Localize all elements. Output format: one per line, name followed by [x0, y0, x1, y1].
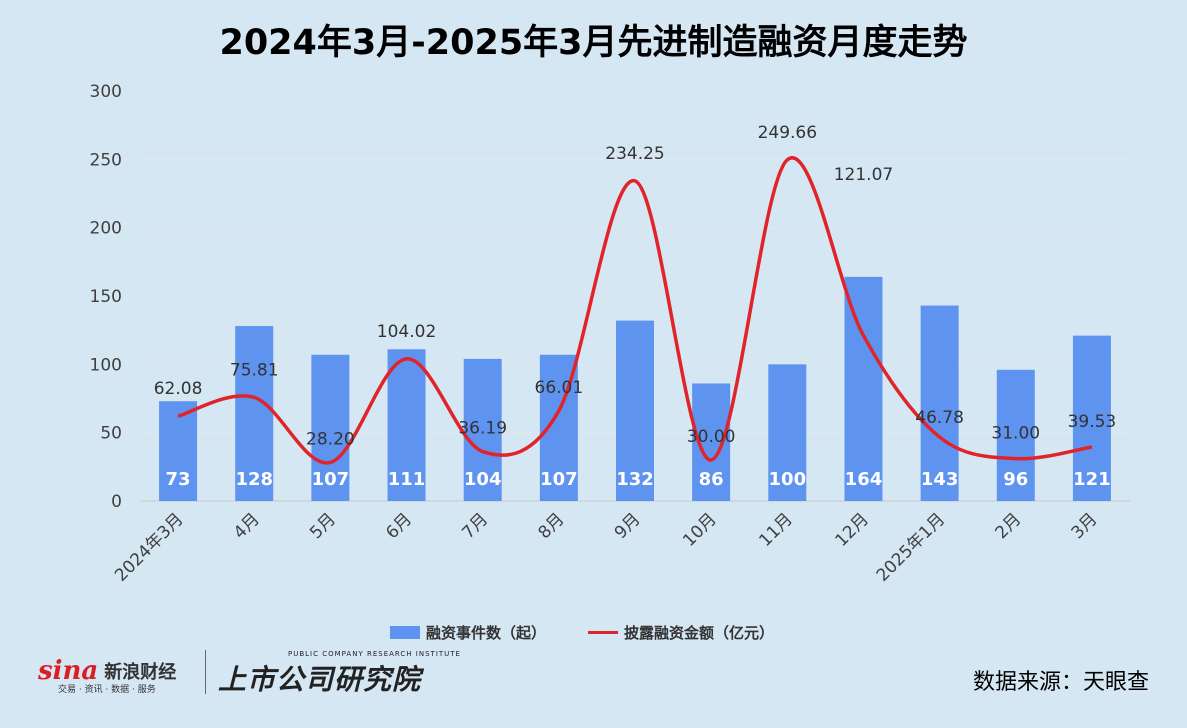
bar-value-label: 100: [769, 469, 807, 490]
line-value-label: 28.20: [306, 429, 355, 449]
line-value-label: 62.08: [154, 379, 203, 399]
bar-value-label: 132: [616, 469, 654, 490]
line-series: [177, 156, 1093, 465]
line-value-label: 121.07: [834, 165, 893, 185]
bar-series: [159, 276, 1111, 501]
research-institute-logo: PUBLIC COMPANY RESEARCH INSTITUTE 上市公司研究…: [218, 650, 461, 698]
x-tick-label: 2024年3月: [111, 509, 187, 585]
bar[interactable]: [311, 354, 350, 501]
y-tick-label: 100: [90, 355, 122, 375]
legend-line-label: 披露融资金额（亿元）: [624, 624, 775, 642]
bar-value-label: 111: [388, 469, 426, 490]
bar[interactable]: [1072, 335, 1111, 501]
y-tick-label: 250: [90, 150, 122, 170]
sina-name: 新浪财经: [104, 662, 177, 683]
amount-line[interactable]: [177, 156, 1093, 465]
bar[interactable]: [463, 358, 502, 501]
y-tick-label: 200: [90, 219, 122, 239]
line-value-label: 75.81: [230, 360, 279, 380]
y-tick-label: 50: [100, 424, 122, 444]
chart-title: 2024年3月-2025年3月先进制造融资月度走势: [219, 23, 968, 63]
data-source: 数据来源：天眼查: [972, 670, 1149, 695]
x-tick-label: 6月: [382, 509, 416, 543]
x-tick-label: 11月: [755, 509, 796, 550]
bar[interactable]: [616, 320, 654, 501]
sina-mark: sina: [38, 656, 99, 686]
y-axis-ticks: 0 50 100 150 200 250 300: [90, 82, 122, 512]
line-value-label: 30.00: [687, 427, 736, 447]
line-value-label: 66.01: [535, 378, 584, 398]
bar-value-label: 121: [1073, 469, 1111, 490]
bar-value-label: 107: [540, 469, 578, 490]
legend-bar-swatch: [390, 626, 420, 639]
line-value-label: 234.25: [605, 144, 664, 164]
data-labels: 73 128 107 111 104 107 132 86 100 164 143 96 121 62.0…: [154, 123, 1117, 490]
bar[interactable]: [235, 326, 274, 501]
legend-line-swatch: [588, 631, 619, 634]
bar[interactable]: [996, 369, 1035, 501]
x-tick-label: 12月: [832, 509, 873, 550]
x-tick-label: 8月: [535, 509, 569, 543]
x-tick-label: 3月: [1068, 509, 1102, 543]
legend: 融资事件数（起） 披露融资金额（亿元）: [390, 622, 816, 643]
y-tick-label: 150: [90, 287, 122, 307]
bar-value-label: 107: [312, 469, 350, 490]
legend-bar-label: 融资事件数（起）: [426, 624, 547, 642]
logo-divider: [205, 650, 206, 694]
x-tick-label: 7月: [458, 509, 492, 543]
line-value-label: 31.00: [991, 424, 1040, 444]
y-tick-label: 0: [111, 492, 122, 512]
x-axis-ticks: 2024年3月 4月 5月 6月 7月 8月 9月 10月 11月 12月 2025年1月 2月 3月: [111, 509, 1101, 585]
x-tick-label: 2025年1月: [873, 509, 949, 585]
bar-value-label: 128: [235, 469, 273, 490]
x-tick-label: 2月: [991, 509, 1025, 543]
bar[interactable]: [159, 401, 198, 501]
line-value-label: 249.66: [758, 123, 817, 143]
sina-finance-logo: sina 新浪财经 交易 · 资讯 · 数据 · 服务: [38, 646, 176, 696]
bar-value-label: 73: [166, 469, 191, 490]
bar-value-label: 86: [699, 469, 724, 490]
research-cn: 上市公司研究院: [218, 663, 422, 696]
sina-subtitle: 交易 · 资讯 · 数据 · 服务: [58, 685, 156, 695]
line-value-label: 104.02: [377, 322, 436, 342]
bar[interactable]: [387, 349, 426, 501]
x-tick-label: 10月: [679, 509, 720, 550]
legend-item-bar[interactable]: 融资事件数（起）: [390, 622, 546, 643]
x-tick-label: 9月: [611, 509, 645, 543]
bar[interactable]: [768, 364, 807, 501]
bar-value-label: 96: [1003, 469, 1028, 490]
bar-value-label: 143: [921, 469, 959, 490]
line-value-label: 46.78: [915, 408, 964, 428]
research-en: PUBLIC COMPANY RESEARCH INSTITUTE: [288, 650, 461, 658]
line-value-label: 36.19: [458, 419, 507, 439]
legend-item-line[interactable]: 披露融资金额（亿元）: [588, 622, 774, 643]
x-tick-label: 5月: [306, 509, 340, 543]
bar-value-label: 164: [845, 469, 883, 490]
bar[interactable]: [920, 305, 959, 501]
line-value-label: 39.53: [1068, 412, 1117, 432]
bar[interactable]: [844, 276, 883, 501]
bar-value-label: 104: [464, 469, 502, 490]
y-tick-label: 300: [90, 82, 122, 102]
x-tick-label: 4月: [230, 509, 264, 543]
